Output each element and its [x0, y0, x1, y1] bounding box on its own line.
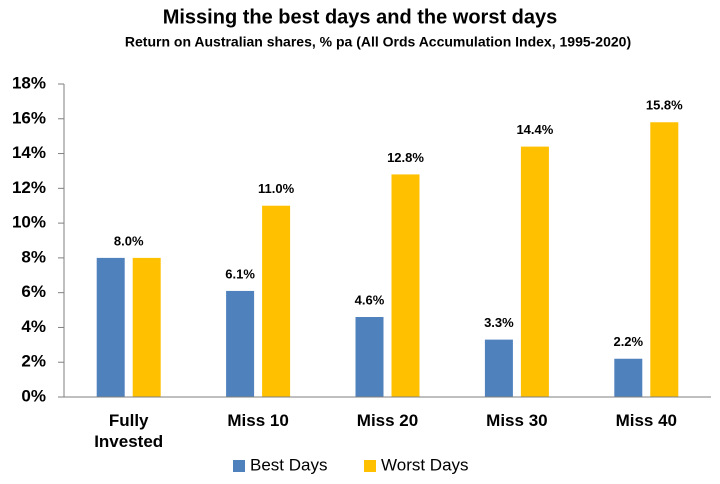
- legend-swatch: [364, 460, 376, 472]
- bar: [391, 174, 420, 397]
- y-tick-label: 14%: [12, 143, 46, 162]
- x-tick-label: Miss 30: [486, 411, 548, 430]
- y-tick-label: 10%: [12, 213, 46, 232]
- bar: [650, 122, 679, 397]
- y-tick-label: 6%: [21, 282, 46, 301]
- x-tick-label: Miss 10: [227, 411, 289, 430]
- y-tick-label: 0%: [21, 386, 46, 405]
- legend-swatch: [233, 460, 245, 472]
- chart-title: Missing the best days and the worst days: [163, 6, 558, 28]
- bar: [520, 146, 549, 397]
- y-tick-label: 12%: [12, 178, 46, 197]
- bar: [614, 358, 643, 397]
- legend-label: Worst Days: [381, 455, 469, 474]
- value-label: 14.4%: [516, 122, 553, 137]
- x-tick-label: Miss 20: [356, 411, 419, 430]
- y-tick-label: 4%: [21, 317, 46, 336]
- value-label: 3.3%: [484, 315, 514, 330]
- value-label: 8.0%: [114, 233, 144, 248]
- chart-subtitle: Return on Australian shares, % pa (All O…: [125, 34, 631, 50]
- bar: [96, 257, 125, 397]
- y-tick-label: 2%: [21, 352, 46, 371]
- value-label: 12.8%: [387, 150, 424, 165]
- bar: [484, 339, 513, 397]
- value-label: 15.8%: [646, 98, 683, 113]
- bar: [226, 290, 255, 397]
- x-tick-label: Miss 40: [615, 411, 678, 430]
- x-tick-label: Fully Invested: [94, 411, 164, 451]
- legend-label: Best Days: [250, 455, 327, 474]
- bar: [262, 205, 291, 397]
- bar: [132, 257, 161, 397]
- y-tick-label: 16%: [12, 108, 46, 127]
- y-tick-label: 8%: [21, 247, 46, 266]
- value-label: 2.2%: [613, 334, 643, 349]
- value-label: 4.6%: [355, 292, 385, 307]
- bar: [355, 317, 384, 397]
- y-tick-label: 18%: [12, 73, 46, 92]
- value-label: 11.0%: [258, 181, 295, 196]
- value-label: 6.1%: [225, 266, 255, 281]
